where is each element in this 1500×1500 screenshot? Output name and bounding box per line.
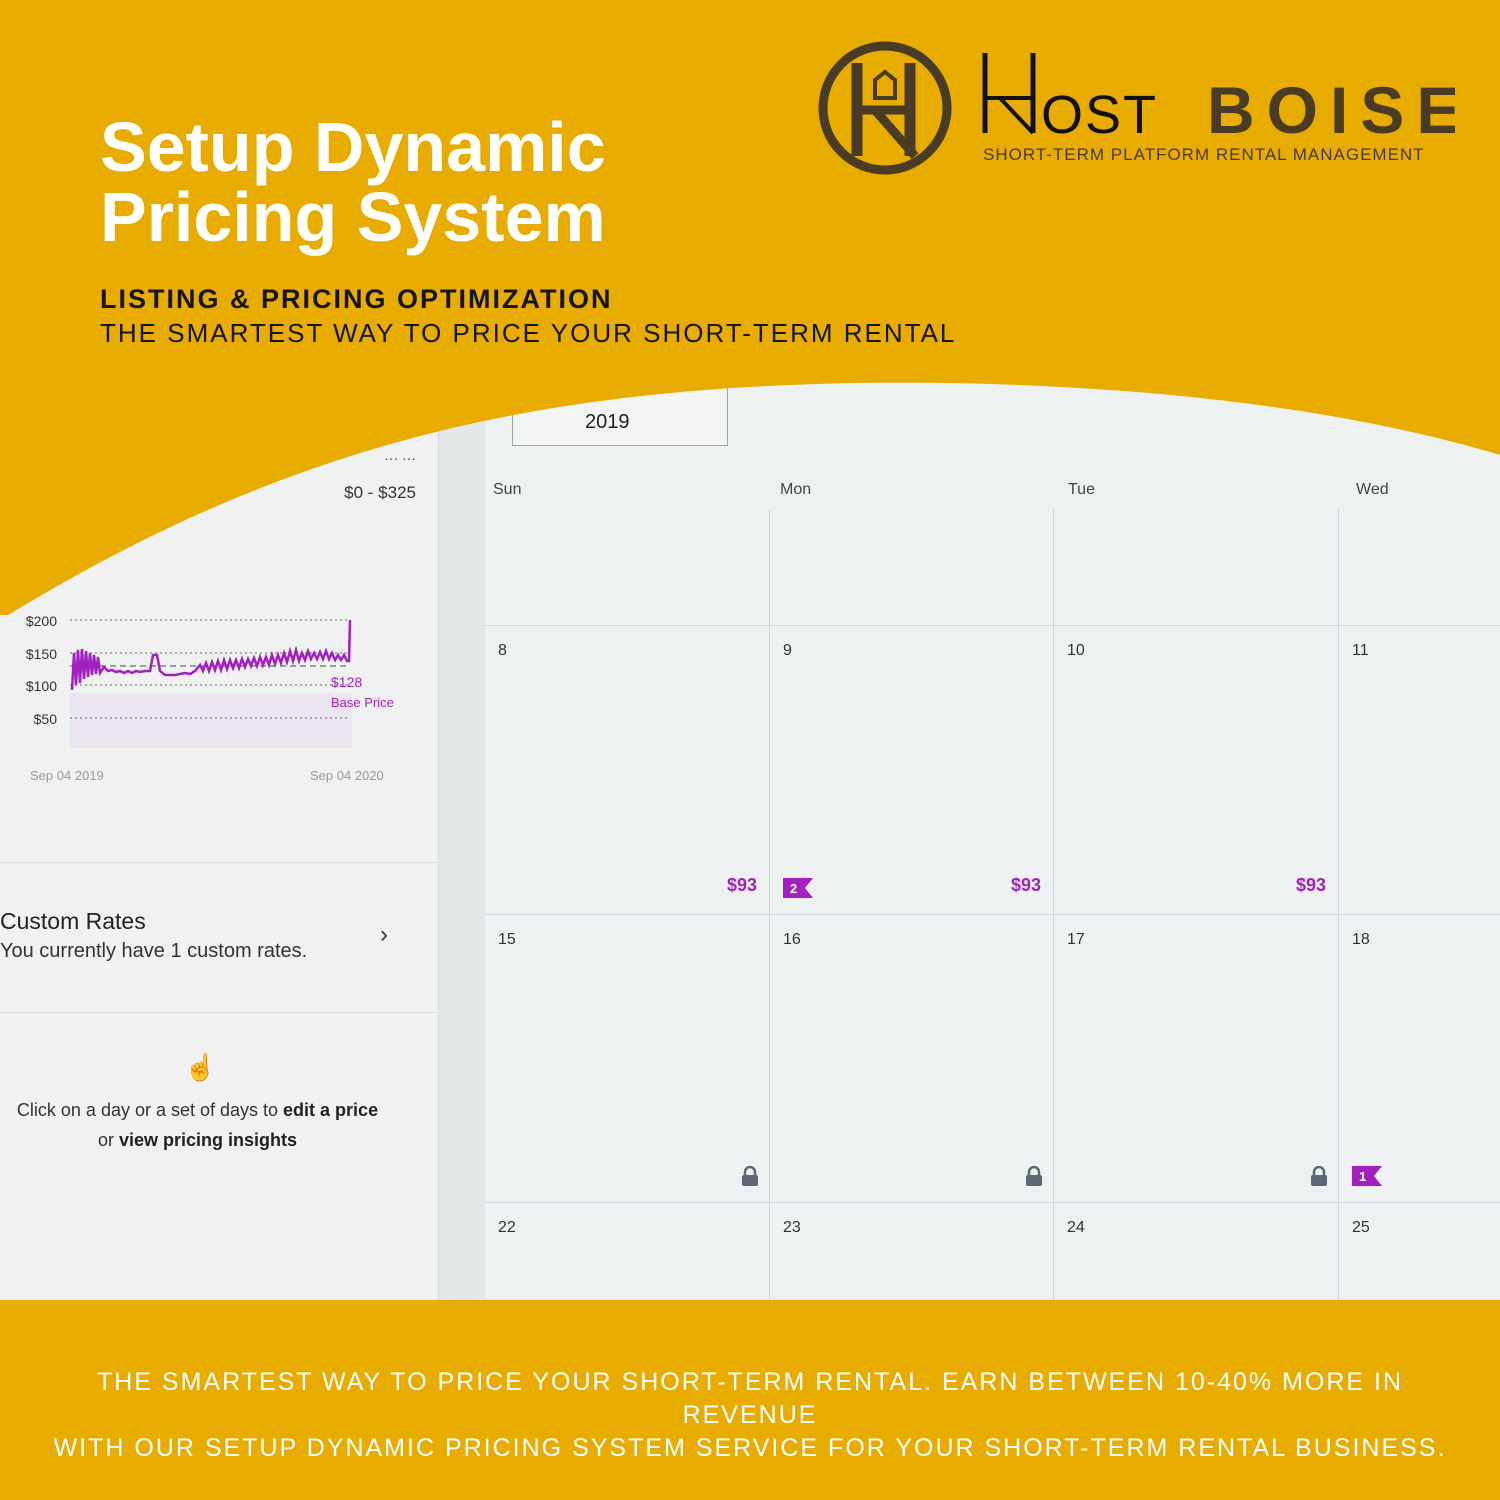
custom-rates-row[interactable]: Custom Rates You currently have 1 custom… bbox=[0, 863, 438, 1013]
house-icon bbox=[873, 69, 897, 100]
x-axis-end: Sep 04 2020 bbox=[310, 768, 384, 783]
calendar-day-cell[interactable]: 10 $93 bbox=[1054, 626, 1339, 915]
price-range-label: $0 - $325 bbox=[344, 483, 416, 502]
pointer-hand-icon: ☝ bbox=[184, 1052, 217, 1082]
page-title: Setup Dynamic Pricing System bbox=[100, 112, 606, 252]
divider bbox=[0, 862, 438, 863]
logo-circle-icon bbox=[818, 41, 952, 175]
dow-sun: Sun bbox=[493, 481, 522, 498]
day-number: 23 bbox=[783, 1219, 801, 1236]
title-line-2: Pricing System bbox=[100, 178, 606, 256]
day-number: 17 bbox=[1067, 931, 1085, 948]
footer-line-2: WITH OUR SETUP DYNAMIC PRICING SYSTEM SE… bbox=[53, 1434, 1447, 1462]
calendar-day-cell[interactable]: 23 bbox=[770, 1203, 1054, 1300]
lock-icon bbox=[1311, 1166, 1327, 1186]
host-boise-logo: OST BOISE SHORT-TERM PLATFORM RENTAL MAN… bbox=[818, 41, 1455, 175]
logo-wordmark-host: OST bbox=[1041, 85, 1158, 145]
lock-icon bbox=[1026, 1166, 1042, 1186]
chart-area-fill bbox=[70, 693, 352, 748]
day-price: $93 bbox=[1010, 875, 1041, 895]
footer-text: THE SMARTEST WAY TO PRICE YOUR SHORT-TER… bbox=[30, 1366, 1470, 1465]
calendar-day-cell[interactable]: 16 bbox=[770, 915, 1054, 1203]
day-number: 22 bbox=[498, 1219, 516, 1236]
edit-price-hint: Click on a day or a set of days to edit … bbox=[0, 1095, 395, 1155]
calendar-day-cell[interactable]: 25 bbox=[1339, 1203, 1500, 1300]
divider bbox=[0, 1012, 438, 1013]
base-price-value: $128 bbox=[331, 674, 362, 690]
calendar-day-cell[interactable]: 15 bbox=[485, 915, 770, 1203]
hint-text-1: Click on a day or a set of days to bbox=[16, 1100, 284, 1120]
svg-text:1: 1 bbox=[1359, 1169, 1366, 1184]
dow-mon: Mon bbox=[780, 481, 812, 498]
day-number: 8 bbox=[498, 642, 507, 659]
day-number: 10 bbox=[1067, 642, 1085, 659]
calendar-day-cell[interactable]: 17 bbox=[1054, 915, 1339, 1203]
lock-icon bbox=[742, 1166, 758, 1186]
footer-banner: THE SMARTEST WAY TO PRICE YOUR SHORT-TER… bbox=[0, 1300, 1500, 1500]
x-axis-start: Sep 04 2019 bbox=[30, 768, 104, 783]
y-tick-150: $150 bbox=[26, 646, 57, 662]
dow-wed: Wed bbox=[1356, 481, 1389, 498]
custom-rate-flag-icon: 1 bbox=[1352, 1166, 1382, 1186]
logo-wordmark-boise: BOISE bbox=[1207, 73, 1455, 147]
y-tick-50: $50 bbox=[34, 711, 58, 727]
hint-bold-view-insights: view pricing insights bbox=[118, 1130, 298, 1150]
svg-text:2: 2 bbox=[790, 881, 797, 896]
calendar-day-cell[interactable]: 24 bbox=[1054, 1203, 1339, 1300]
calendar-day-cell[interactable] bbox=[1054, 510, 1339, 626]
calendar-day-cell[interactable] bbox=[770, 510, 1054, 626]
price-chart: $200 $150 $100 $50 $128 Base Price Sep 0… bbox=[26, 613, 394, 783]
footer-line-1: THE SMARTEST WAY TO PRICE YOUR SHORT-TER… bbox=[96, 1368, 1404, 1429]
chevron-right-icon[interactable]: › bbox=[380, 921, 388, 948]
base-price-label: Base Price bbox=[331, 695, 394, 710]
pricing-calendar-screenshot: ··· ··· $0 - $325 $200 $150 $100 $50 $12… bbox=[0, 380, 1500, 1300]
custom-rates-subtitle: You currently have 1 custom rates. bbox=[0, 940, 308, 962]
hint-text-2: or bbox=[97, 1130, 119, 1150]
day-number: 24 bbox=[1067, 1219, 1085, 1236]
subtitle-optimization: LISTING & PRICING OPTIMIZATION bbox=[100, 284, 613, 314]
day-number: 25 bbox=[1352, 1219, 1370, 1236]
y-tick-200: $200 bbox=[26, 613, 57, 629]
dow-tue: Tue bbox=[1068, 481, 1095, 498]
day-number: 18 bbox=[1352, 931, 1370, 948]
day-number: 16 bbox=[783, 931, 801, 948]
month-select-value: 2019 bbox=[585, 411, 630, 433]
calendar-day-cell[interactable]: 9 $93 2 bbox=[770, 626, 1054, 915]
panel-gutter bbox=[439, 380, 485, 1300]
day-number: 11 bbox=[1352, 642, 1369, 659]
calendar-day-cell[interactable]: 11 bbox=[1339, 626, 1500, 915]
price-series-line bbox=[70, 619, 352, 691]
day-number: 9 bbox=[783, 642, 792, 659]
hint-bold-edit-price: edit a price bbox=[283, 1100, 379, 1120]
calendar-day-cell[interactable] bbox=[1339, 510, 1500, 626]
decorative-wave bbox=[0, 375, 1500, 615]
range-label-cut: ··· ··· bbox=[384, 450, 416, 466]
calendar-day-cell[interactable] bbox=[485, 510, 770, 626]
calendar-day-cell[interactable]: 18 1 bbox=[1339, 915, 1500, 1203]
day-price: $93 bbox=[726, 875, 757, 895]
custom-rates-title: Custom Rates bbox=[0, 908, 146, 934]
y-tick-100: $100 bbox=[26, 678, 57, 694]
calendar-day-cell[interactable]: 8 $93 bbox=[485, 626, 770, 915]
subtitle-smartest-way: THE SMARTEST WAY TO PRICE YOUR SHORT-TER… bbox=[100, 318, 957, 348]
day-number: 15 bbox=[498, 931, 516, 948]
title-line-1: Setup Dynamic bbox=[100, 108, 606, 186]
day-price: $93 bbox=[1295, 875, 1326, 895]
logo-tagline: SHORT-TERM PLATFORM RENTAL MANAGEMENT bbox=[983, 145, 1425, 164]
calendar-day-cell[interactable]: 22 bbox=[485, 1203, 770, 1300]
custom-rate-flag-icon: 2 bbox=[783, 878, 813, 898]
